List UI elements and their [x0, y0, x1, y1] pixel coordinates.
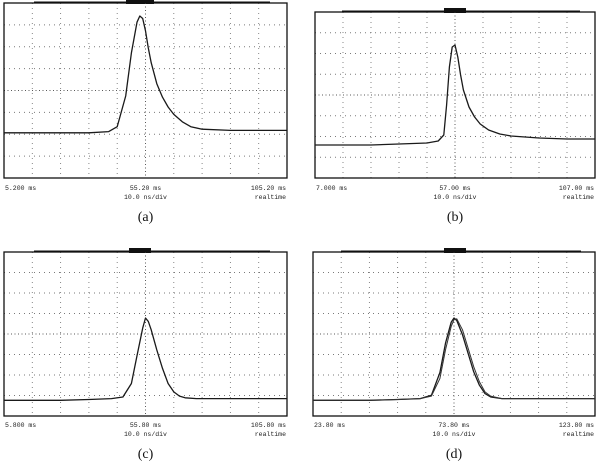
panel-4-xtick-right: 123.80 ms [559, 422, 594, 429]
panel-3-frame [3, 251, 288, 417]
panel-2-caption: (b) [447, 210, 464, 225]
panel-2-trigger-marker [444, 8, 466, 13]
panel-4-scale-label: 10.0 ns/div [433, 431, 476, 438]
panel-3-scale-label: 10.0 ns/div [124, 431, 167, 438]
panel-2-trace-1 [315, 44, 595, 146]
panel-1-mode-label: realtime [255, 194, 286, 201]
panel-2-xtick-left: 7.000 ms [316, 185, 347, 192]
panel-2-xtick-center: 57.00 ms [439, 185, 470, 192]
panel-4-frame [312, 251, 596, 417]
panel-3-trigger-marker [129, 248, 151, 253]
panel-3-trace-1 [4, 317, 287, 401]
panel-1-trigger-marker [126, 0, 154, 4]
panel-4-mode-label: realtime [563, 431, 594, 438]
panel-3-xtick-right: 105.80 ms [251, 422, 286, 429]
panel-1-xtick-right: 105.20 ms [251, 185, 286, 192]
panel-4-xtick-left: 23.80 ms [314, 422, 345, 429]
panel-3-xtick-center: 55.80 ms [130, 422, 161, 429]
panel-2-mode-label: realtime [563, 194, 594, 201]
panel-3-mode-label: realtime [255, 431, 286, 438]
panel-4-trace-2 [313, 318, 595, 401]
panel-1-xtick-left: 5.200 ms [5, 185, 36, 192]
panel-4-trace-1 [313, 317, 595, 401]
panel-3-caption: (c) [138, 447, 154, 462]
panel-3-xtick-left: 5.800 ms [5, 422, 36, 429]
panel-4-trigger-marker [444, 248, 466, 253]
panel-1-frame [3, 2, 288, 179]
panel-1-trace-1 [4, 15, 287, 134]
panel-4-xtick-center: 73.80 ms [438, 422, 469, 429]
panel-4-caption: (d) [446, 447, 463, 462]
panel-1-xtick-center: 55.20 ms [130, 185, 161, 192]
panel-2-frame [314, 11, 596, 179]
panel-2-scale-label: 10.0 ns/div [434, 194, 477, 201]
panel-1-caption: (a) [138, 210, 154, 225]
panel-2-xtick-right: 107.00 ms [559, 185, 594, 192]
panel-1-scale-label: 10.0 ns/div [124, 194, 167, 201]
